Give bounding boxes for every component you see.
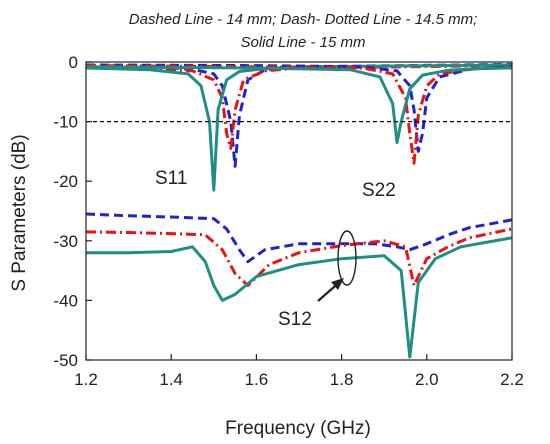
curve-s22-dashed — [85, 63, 513, 153]
x-tick-label: 1.2 — [74, 370, 98, 389]
y-tick-label: -30 — [53, 232, 78, 251]
s12-callout-ellipse — [337, 230, 357, 286]
chart-title-line-1: Dashed Line - 14 mm; Dash- Dotted Line -… — [129, 11, 478, 28]
plot-frame — [85, 61, 513, 361]
y-tick-labels: 0 -10 -20 -30 -40 -50 — [53, 53, 78, 370]
plot-curves — [85, 62, 513, 359]
curve-s11-dashed — [85, 62, 513, 168]
annotation-s22: S22 — [362, 180, 396, 201]
annotation-s11: S11 — [155, 168, 187, 189]
curve-s11-solid — [85, 63, 513, 192]
curve-s12-dashdot — [85, 227, 513, 287]
curve-s12-solid — [86, 236, 513, 359]
annotation-s12: S12 — [278, 309, 312, 330]
s12-callout-arrowhead — [331, 278, 344, 290]
x-tick-label: 1.8 — [330, 370, 354, 389]
curve-s11-dashdot — [85, 64, 513, 150]
y-tick-label: -10 — [53, 113, 78, 132]
x-tick-labels: 1.2 1.4 1.6 1.8 2.0 2.2 — [74, 370, 524, 389]
x-tick-label: 2.2 — [500, 370, 524, 389]
chart-title: Dashed Line - 14 mm; Dash- Dotted Line -… — [129, 11, 478, 51]
y-tick-label: -50 — [53, 351, 78, 370]
x-tick-label: 1.4 — [159, 370, 183, 389]
axis-ticks — [85, 61, 513, 361]
chart-title-line-2: Solid Line - 15 mm — [240, 34, 365, 51]
curve-s22-dashdot — [85, 64, 513, 165]
y-tick-label: -40 — [53, 291, 78, 310]
y-axis-label: S Parameters (dB) — [9, 134, 30, 291]
curve-s22-solid — [85, 65, 513, 144]
y-tick-label: 0 — [69, 53, 78, 72]
x-tick-label: 1.6 — [245, 370, 269, 389]
y-tick-label: -20 — [53, 172, 78, 191]
x-tick-label: 2.0 — [415, 370, 439, 389]
x-axis-label: Frequency (GHz) — [225, 418, 371, 439]
curve-s12-dashed — [85, 212, 513, 264]
